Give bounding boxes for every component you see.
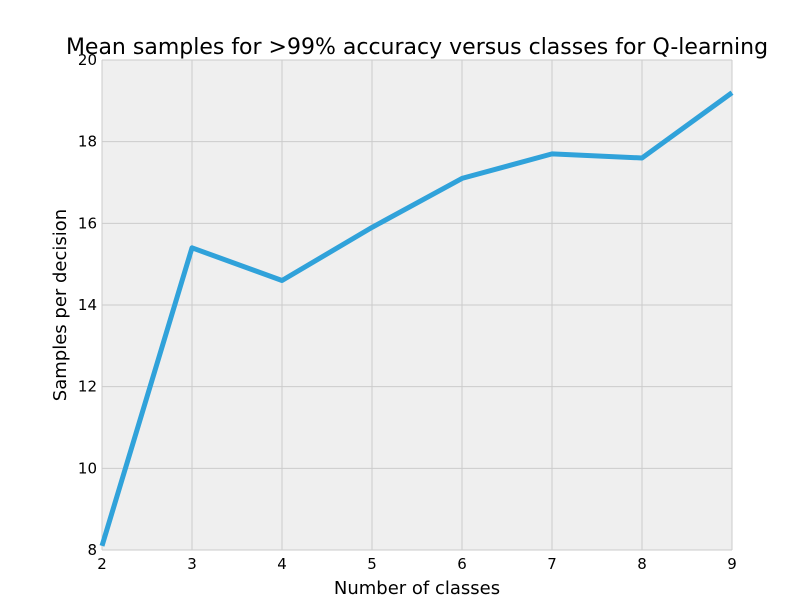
y-tick-label: 18: [78, 133, 97, 151]
x-tick-label: 4: [277, 555, 287, 573]
x-tick-label: 7: [547, 555, 557, 573]
y-tick-label: 20: [78, 51, 97, 69]
x-tick-label: 2: [97, 555, 107, 573]
y-tick-label: 8: [87, 541, 97, 559]
x-tick-label: 5: [367, 555, 377, 573]
x-tick-label: 6: [457, 555, 467, 573]
x-axis-label: Number of classes: [334, 578, 500, 599]
series-layer: [99, 90, 734, 547]
grid: [101, 59, 733, 551]
y-tick-labels: 8 10 12 14 16 18 20: [78, 51, 97, 559]
y-tick-label: 10: [78, 459, 97, 477]
series-line: [99, 90, 734, 547]
x-tick-label: 3: [187, 555, 197, 573]
y-axis-label: Samples per decision: [50, 209, 71, 401]
x-tick-labels: 2 3 4 5 6 7 8 9: [97, 555, 737, 573]
chart-title: Mean samples for >99% accuracy versus cl…: [66, 35, 768, 60]
x-tick-label: 9: [727, 555, 737, 573]
y-tick-label: 16: [78, 214, 97, 232]
y-tick-label: 12: [78, 378, 97, 396]
x-tick-label: 8: [637, 555, 647, 573]
y-tick-label: 14: [78, 296, 97, 314]
